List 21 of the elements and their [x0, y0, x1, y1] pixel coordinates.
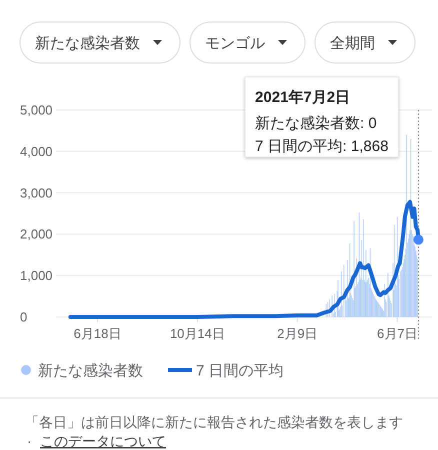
x-tick-label: 6月18日 — [74, 326, 122, 341]
text: 2021年7月2日 — [255, 89, 350, 106]
legend-label: 新たな感染者数 — [38, 362, 143, 380]
x-tick-label: 2月9日 — [277, 326, 318, 341]
y-tick-label: 2,000 — [20, 226, 53, 242]
y-tick-label: 1,000 — [20, 268, 53, 284]
text: 「各日」は前日以降に新たに報告された感染者数を表します — [25, 414, 403, 430]
text: 全期間 — [330, 35, 375, 52]
text: · — [27, 433, 32, 449]
y-tick-label: 0 — [20, 310, 28, 324]
x-tick-label: 6月7日 — [377, 326, 418, 341]
y-tick-label: 4,000 — [20, 144, 53, 159]
x-tick-label: 10月14日 — [170, 326, 225, 341]
y-tick-label: 3,000 — [20, 185, 53, 200]
annotation: 新たな感染者数: 0 — [255, 115, 377, 132]
text: モンゴル — [205, 35, 265, 52]
y-tick-label: 5,000 — [20, 102, 53, 118]
annotation: 7 日間の平均: 1,868 — [255, 138, 388, 155]
text: 新たな感染者数 — [35, 35, 140, 52]
legend-label: 7 日間の平均 — [196, 362, 284, 380]
text: このデータについて — [40, 433, 166, 449]
